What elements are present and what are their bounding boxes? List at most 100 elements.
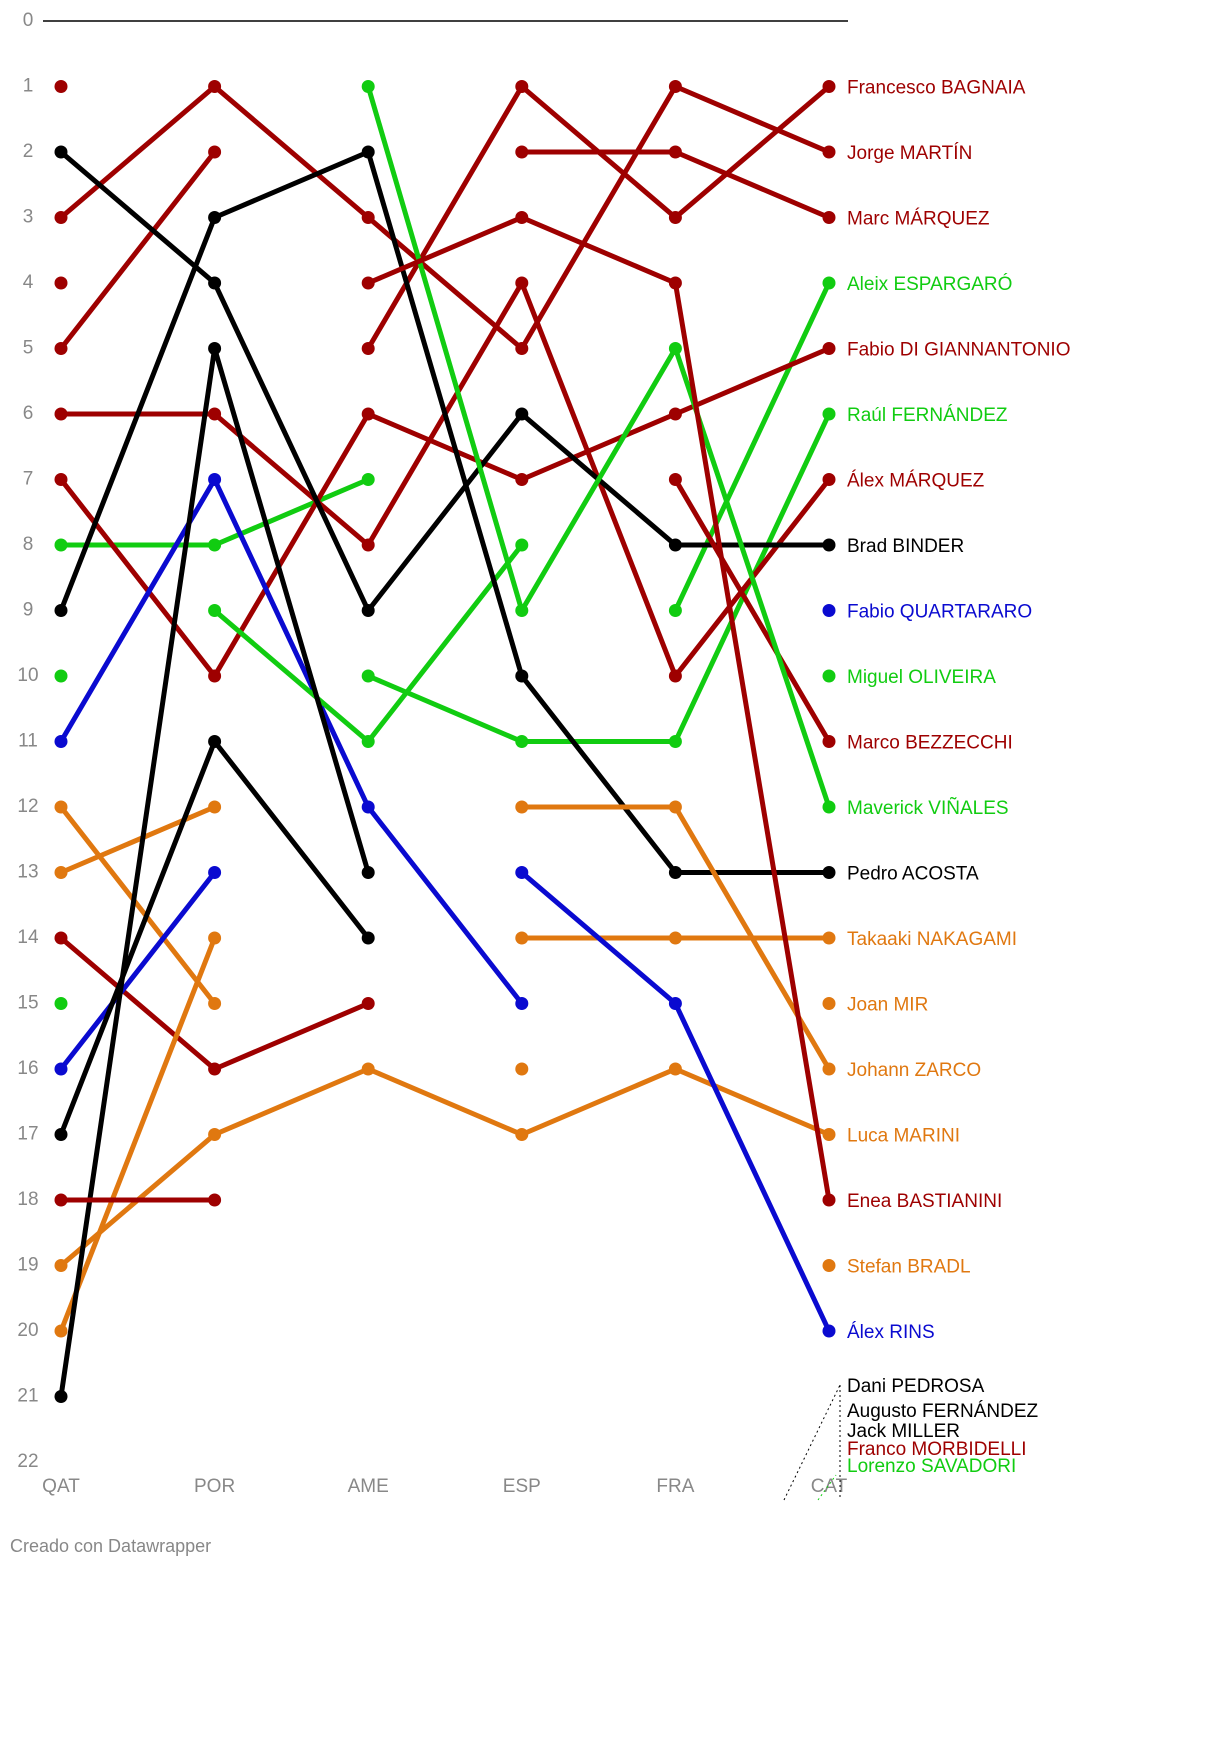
series-line — [59, 478, 832, 1072]
point — [515, 669, 529, 683]
point — [668, 342, 682, 355]
point — [515, 1128, 529, 1141]
y-tick-label: 21 — [17, 1386, 38, 1407]
legend-label: Luca MARINI — [847, 1126, 960, 1147]
y-tick-label: 17 — [17, 1124, 38, 1145]
point — [361, 473, 375, 486]
point — [515, 473, 529, 486]
point — [54, 604, 68, 617]
legend-label: Takaaki NAKAGAMI — [847, 929, 1017, 950]
legend-label: Lorenzo SAVADORI — [847, 1456, 1016, 1477]
point — [208, 604, 222, 617]
y-tick-label: 8 — [23, 534, 34, 555]
legend-label: Augusto FERNÁNDEZ — [847, 1401, 1039, 1422]
y-tick-label: 9 — [23, 600, 34, 621]
point — [54, 276, 68, 290]
point — [54, 997, 68, 1010]
point — [361, 145, 375, 159]
y-tick-label: 13 — [17, 862, 38, 883]
legend-label: Raúl FERNÁNDEZ — [847, 405, 1008, 426]
y-tick-label: 7 — [23, 469, 34, 490]
point — [54, 1259, 68, 1272]
y-tick-label: 16 — [17, 1058, 38, 1079]
point — [208, 1193, 222, 1207]
point — [668, 276, 682, 290]
series-line — [59, 84, 830, 351]
point — [822, 735, 836, 748]
point — [515, 145, 529, 159]
y-tick-label: 0 — [23, 10, 34, 31]
x-tick-label: POR — [194, 1476, 235, 1497]
legend-label: Fabio QUARTARARO — [847, 602, 1032, 623]
point — [515, 735, 529, 748]
point — [54, 735, 68, 748]
y-tick-label: 15 — [17, 993, 38, 1014]
point — [515, 276, 529, 290]
point — [54, 931, 68, 945]
point — [54, 1390, 68, 1403]
series-line — [367, 215, 832, 1201]
series-line — [367, 412, 832, 744]
legend-label: Fabio DI GIANNANTONIO — [847, 340, 1070, 361]
series-line — [61, 938, 829, 1331]
point — [822, 866, 836, 879]
point — [822, 1259, 836, 1272]
point — [668, 473, 682, 486]
x-tick-label: AME — [348, 1476, 389, 1497]
point — [822, 1193, 836, 1207]
point — [208, 276, 222, 290]
point — [822, 211, 836, 224]
x-tick-label: CAT — [811, 1476, 848, 1497]
x-tick-label: QAT — [42, 1476, 80, 1497]
point — [822, 1062, 836, 1076]
legend-label: Álex RINS — [847, 1322, 935, 1343]
point — [208, 211, 222, 224]
y-tick-label: 12 — [17, 796, 38, 817]
point — [515, 342, 529, 355]
point — [361, 80, 375, 93]
point — [822, 997, 836, 1010]
point — [668, 407, 682, 421]
point — [822, 276, 836, 290]
point — [361, 866, 375, 879]
point — [208, 145, 222, 159]
point — [668, 1062, 682, 1076]
legend-label: Marc MÁRQUEZ — [847, 209, 990, 230]
point — [54, 866, 68, 879]
point — [361, 735, 375, 748]
point — [208, 80, 222, 93]
legend-label: Johann ZARCO — [847, 1060, 981, 1081]
point — [822, 145, 836, 159]
point — [822, 538, 836, 552]
series-line — [59, 346, 830, 679]
point — [822, 1128, 836, 1141]
point — [361, 342, 375, 355]
legend-label: Joan MIR — [847, 995, 928, 1016]
x-tick-label: FRA — [656, 1476, 694, 1497]
point — [822, 604, 836, 617]
y-tick-label: 2 — [23, 141, 34, 162]
point — [668, 735, 682, 748]
point — [515, 80, 529, 93]
footer: Creado con Datawrapper — [10, 1536, 211, 1556]
legend-label: Aleix ESPARGARÓ — [847, 273, 1012, 295]
point — [668, 866, 682, 879]
y-tick-label: 20 — [17, 1320, 38, 1341]
x-tick-label: ESP — [503, 1476, 541, 1497]
y-tick-label: 22 — [17, 1451, 38, 1472]
point — [515, 1062, 529, 1076]
point — [822, 931, 836, 945]
point — [822, 1324, 836, 1338]
legend-label: Enea BASTIANINI — [847, 1191, 1002, 1212]
point — [208, 1062, 222, 1076]
connector — [817, 1474, 837, 1501]
plot-area — [54, 80, 836, 1403]
point — [515, 538, 529, 552]
point — [54, 407, 68, 421]
point — [822, 342, 836, 355]
point — [668, 997, 682, 1010]
labels: Francesco BAGNAIA Jorge MARTÍN Marc MÁRQUE… — [847, 78, 1070, 1478]
legend-label: Álex MÁRQUEZ — [847, 471, 985, 492]
